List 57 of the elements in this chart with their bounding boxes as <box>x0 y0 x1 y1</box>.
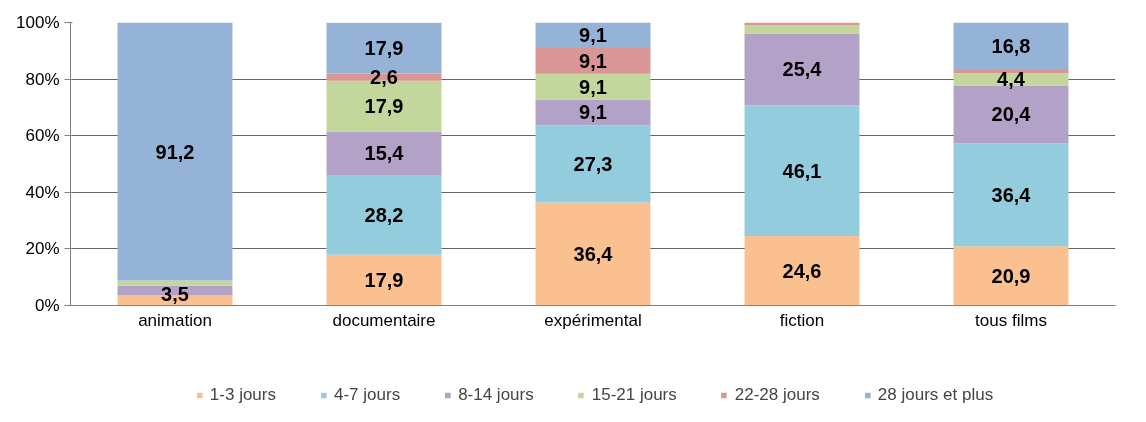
y-tick-label: 60% <box>25 126 60 146</box>
data-label: 16,8 <box>991 35 1031 58</box>
data-label: 25,4 <box>782 58 823 81</box>
bar <box>326 175 442 255</box>
legend-label: 15-21 jours <box>591 385 677 405</box>
data-label: 4,4 <box>997 68 1026 91</box>
bar <box>953 70 1069 74</box>
bar <box>744 25 860 34</box>
data-label: 9,1 <box>579 101 607 124</box>
bar <box>744 33 860 106</box>
x-tick-label: animation <box>138 310 212 330</box>
bar <box>744 235 860 306</box>
data-label: 17,9 <box>364 37 404 60</box>
bar <box>535 22 651 48</box>
y-tick-label: 0% <box>34 296 60 315</box>
legend-label: 1-3 jours <box>209 385 276 405</box>
data-label: 9,1 <box>579 75 607 98</box>
data-label: 9,1 <box>579 49 607 72</box>
y-tick-label: 100% <box>16 13 60 32</box>
x-tick-label: documentaire <box>332 310 436 330</box>
x-tick-label: tous films <box>975 310 1047 330</box>
data-label: 46,1 <box>782 159 822 182</box>
bar <box>535 99 651 126</box>
data-label: 15,4 <box>364 142 405 165</box>
data-label: 91,2 <box>155 140 195 163</box>
data-label: 27,3 <box>573 152 613 175</box>
legend-label: 4-7 jours <box>333 385 401 405</box>
data-label: 36,4 <box>573 242 614 265</box>
data-label: 36,4 <box>991 183 1032 206</box>
bar <box>953 143 1069 247</box>
bar <box>535 125 651 203</box>
data-label: 17,9 <box>364 95 404 118</box>
legend-label: 28 jours et plus <box>877 385 994 405</box>
bar <box>953 22 1069 71</box>
data-label: 24,6 <box>782 259 822 282</box>
x-tick-label: fiction <box>779 310 825 330</box>
x-tick-label: expérimental <box>544 310 642 330</box>
bar <box>326 254 442 306</box>
legend-label: 22-28 jours <box>734 385 820 405</box>
bar <box>117 280 233 286</box>
y-tick-label: 80% <box>25 69 60 89</box>
data-label: 20,4 <box>991 103 1032 126</box>
y-tick-label: 40% <box>25 182 60 202</box>
bar <box>535 47 651 74</box>
data-label: 3,5 <box>161 282 189 305</box>
bar <box>744 105 860 236</box>
legend-label: 8-14 jours <box>458 385 534 405</box>
data-label: 9,1 <box>579 24 607 47</box>
bar <box>535 202 651 306</box>
data-label: 20,9 <box>991 264 1031 287</box>
data-label: 2,6 <box>370 66 398 89</box>
bar <box>117 22 233 281</box>
y-tick-label: 20% <box>25 239 60 259</box>
bar <box>953 246 1069 306</box>
data-label: 28,2 <box>364 203 404 226</box>
data-label: 17,9 <box>364 269 404 292</box>
bar <box>326 131 442 176</box>
